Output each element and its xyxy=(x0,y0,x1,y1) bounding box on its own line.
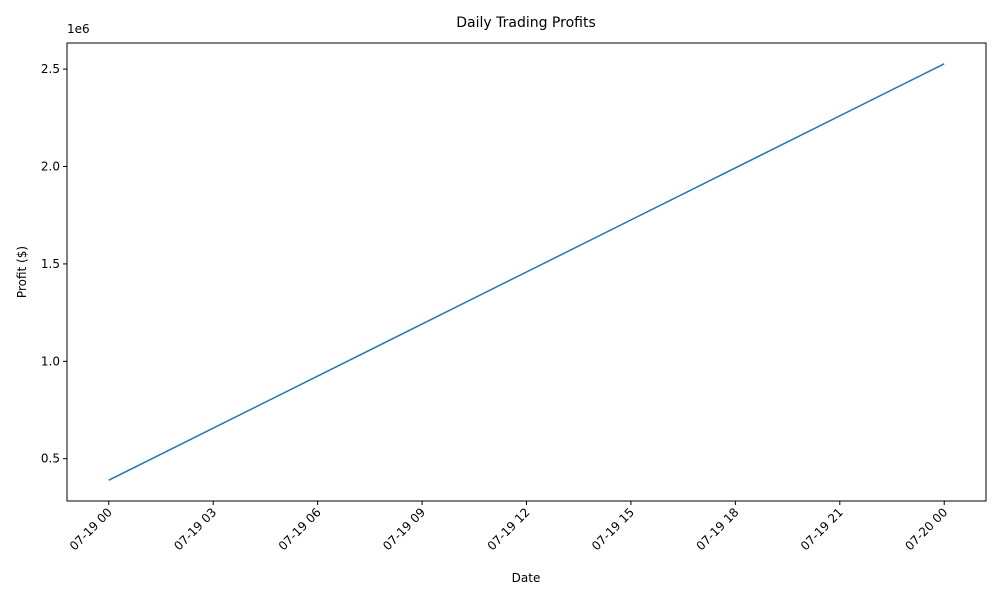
y-tick-label: 2.0 xyxy=(41,160,60,174)
x-tick-label: 07-19 06 xyxy=(276,505,324,553)
y-axis: 0.5 1.0 1.5 2.0 2.5 xyxy=(41,62,67,466)
x-axis: 07-19 00 07-19 03 07-19 06 07-19 09 07-19 12… xyxy=(67,501,950,553)
x-axis-title: Date xyxy=(512,571,541,585)
x-tick-label: 07-19 18 xyxy=(693,505,741,553)
y-offset-label: 1e6 xyxy=(67,22,90,36)
x-tick-label: 07-19 21 xyxy=(798,505,846,553)
y-tick-label: 1.5 xyxy=(41,257,60,271)
x-tick-label: 07-19 00 xyxy=(67,505,115,553)
y-tick-label: 1.0 xyxy=(41,354,60,368)
x-tick-label: 07-20 00 xyxy=(902,505,950,553)
x-tick-label: 07-19 09 xyxy=(380,505,428,553)
x-tick-label: 07-19 15 xyxy=(589,505,637,553)
y-axis-title: Profit ($) xyxy=(15,246,29,298)
series-line xyxy=(108,63,945,481)
y-tick-label: 2.5 xyxy=(41,62,60,76)
chart-title: Daily Trading Profits xyxy=(456,15,596,31)
series-layer xyxy=(108,63,945,481)
x-tick-label: 07-19 03 xyxy=(171,505,219,553)
x-tick-label: 07-19 12 xyxy=(485,505,533,553)
y-tick-label: 0.5 xyxy=(41,452,60,466)
